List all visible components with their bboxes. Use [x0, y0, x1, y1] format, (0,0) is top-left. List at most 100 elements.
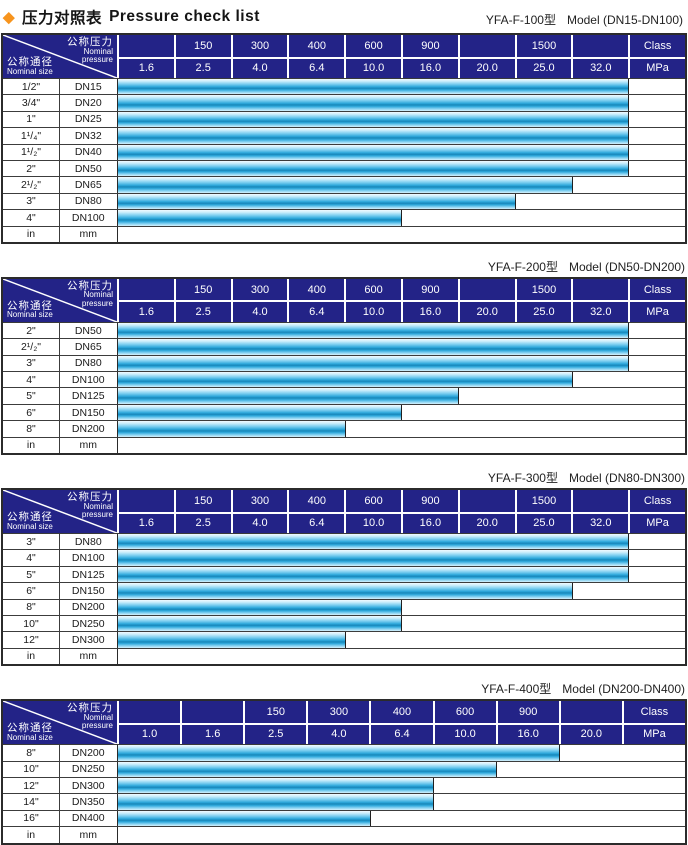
class-value-cell: 400: [287, 35, 344, 57]
inch-size-cell: in: [3, 437, 60, 454]
dn-size-cell: DN20: [60, 95, 118, 111]
inch-size-cell: 14": [3, 794, 60, 810]
inch-size-cell: 1/2": [3, 79, 60, 95]
nominal-size-en: Nominal size: [7, 732, 53, 742]
class-value-cell: [457, 35, 515, 57]
table-row: 2¹/₂" DN65: [3, 338, 685, 355]
inch-size-cell: 10": [3, 615, 60, 632]
pressure-range-bar: [117, 777, 434, 794]
header-grid: 150 300 400 600 900 1500 Class 1.6 2.5 4.0 6.4 10.0…: [117, 490, 685, 534]
nominal-pressure-zh: 公称压力: [67, 491, 113, 504]
class-header-row: 150 300 400 600 900 1500 Class: [117, 35, 685, 57]
dn-size-cell: DN40: [60, 144, 118, 160]
pressure-range-area: [117, 648, 685, 665]
mpa-value-cell: 20.0: [457, 56, 515, 78]
dn-size-cell: DN300: [60, 777, 118, 794]
mpa-value-cell: 16.0: [400, 511, 458, 534]
mpa-value-cell: 10.0: [344, 511, 401, 534]
dn-size-cell: DN150: [60, 583, 118, 599]
pressure-range-area: [117, 355, 685, 372]
pressure-range-area: [117, 95, 685, 111]
inch-size-cell: 4": [3, 550, 60, 566]
pressure-range-bar: [117, 761, 497, 777]
class-value-cell: [117, 490, 174, 512]
pressure-range-bar: [117, 372, 573, 388]
dn-size-cell: DN200: [60, 599, 118, 615]
table-row: 8" DN200: [3, 420, 685, 437]
header-corner-cell: 公称压力 Nominal pressure 公称通径 Nominal size: [3, 35, 117, 78]
pressure-range-area: [117, 745, 685, 761]
header-corner-cell: 公称压力 Nominal pressure 公称通径 Nominal size: [3, 278, 117, 322]
inch-size-cell: in: [3, 648, 60, 665]
mpa-value-cell: 1.6: [117, 56, 174, 78]
nominal-size-zh: 公称通径: [7, 299, 53, 312]
pressure-range-bar: [117, 79, 630, 95]
inch-size-cell: 1¹/₂": [3, 144, 60, 160]
table-row: in mm: [3, 826, 685, 843]
pressure-range-bar: [117, 128, 630, 144]
table-row: 16" DN400: [3, 809, 685, 827]
mpa-value-cell: 10.0: [344, 56, 401, 78]
nominal-size-en: Nominal size: [7, 310, 53, 320]
table-row: 3" DN80: [3, 354, 685, 372]
inch-size-cell: in: [3, 827, 60, 843]
mpa-value-cell: 1.6: [180, 722, 244, 745]
dn-size-cell: DN25: [60, 111, 118, 128]
pressure-range-area: [117, 144, 685, 160]
inch-size-cell: 6": [3, 583, 60, 599]
inch-size-cell: 3": [3, 355, 60, 372]
dn-size-cell: DN250: [60, 761, 118, 777]
table-range-label: Model (DN80-DN300): [568, 471, 685, 486]
page-header: ◆ 压力对照表 Pressure check list YFA-F-100型 Mo…: [1, 4, 687, 33]
pressure-range-area: [117, 810, 685, 827]
pressure-range-area: [117, 599, 685, 615]
pressure-range-bar: [117, 745, 560, 761]
nominal-pressure-zh: 公称压力: [67, 36, 113, 48]
dn-size-cell: DN32: [60, 128, 118, 144]
mpa-value-cell: 4.0: [230, 511, 288, 534]
diagonal-divider: [3, 490, 117, 534]
nominal-pressure-label: 公称压力 Nominal pressure: [67, 281, 113, 309]
diagonal-divider: [3, 35, 117, 78]
pressure-range-area: [117, 128, 685, 144]
class-value-cell: 300: [306, 701, 369, 723]
inch-size-cell: 12": [3, 632, 60, 648]
table-row: 4" DN100: [3, 371, 685, 388]
inch-size-cell: 1¹/₄": [3, 128, 60, 144]
mpa-value-cell: 2.5: [173, 300, 231, 322]
dn-size-cell: DN50: [60, 160, 118, 177]
nominal-pressure-en2: pressure: [81, 721, 113, 731]
inch-size-cell: 12": [3, 777, 60, 794]
pressure-range-area: [117, 566, 685, 583]
class-value-cell: [558, 701, 622, 723]
class-value-cell: [571, 278, 628, 301]
table-row: 8" DN200: [3, 745, 685, 761]
table-row: 6" DN150: [3, 403, 685, 421]
table-row: 4" DN100: [3, 209, 685, 226]
nominal-size-zh: 公称通径: [7, 56, 53, 68]
pressure-range-area: [117, 534, 685, 550]
table-header: 公称压力 Nominal pressure 公称通径 Nominal size 150 30…: [3, 490, 685, 535]
dn-size-cell: mm: [60, 437, 118, 454]
pressure-range-area: [117, 322, 685, 339]
table-row: 1¹/₂" DN40: [3, 143, 685, 160]
class-value-cell: 900: [495, 701, 559, 723]
mpa-value-cell: 16.0: [495, 722, 559, 745]
mpa-value-cell: 20.0: [457, 511, 515, 534]
nominal-pressure-label: 公称压力 Nominal pressure: [67, 703, 113, 731]
pressure-range-area: [117, 388, 685, 404]
nominal-pressure-en1: Nominal: [83, 712, 113, 722]
nominal-pressure-en1: Nominal: [83, 46, 113, 56]
class-value-cell: 1500: [514, 490, 572, 512]
mpa-value-cell: 4.0: [230, 56, 288, 78]
pressure-range-area: [117, 632, 685, 648]
mpa-value-cell: 4.0: [230, 300, 288, 322]
inch-size-cell: 3": [3, 193, 60, 210]
class-header-row: 150 300 400 600 900 1500 Class: [117, 278, 685, 301]
table-model-label: YFA-F-200型: [487, 259, 558, 274]
pressure-range-bar: [117, 566, 630, 583]
class-value-cell: 150: [243, 701, 306, 723]
nominal-pressure-en2: pressure: [81, 298, 113, 308]
mpa-value-cell: 2.5: [173, 511, 231, 534]
